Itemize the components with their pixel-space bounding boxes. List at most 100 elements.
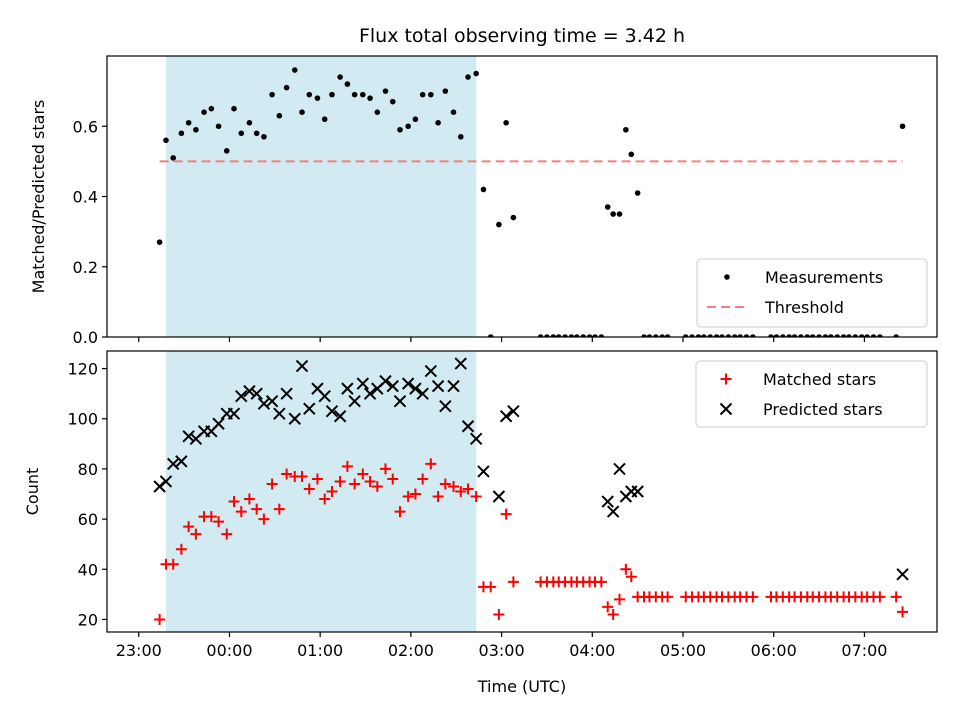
measurement-point — [201, 109, 207, 115]
measurement-point — [809, 334, 816, 337]
measurement-point — [604, 204, 611, 210]
predicted-point — [477, 465, 490, 478]
matched-point — [462, 483, 474, 495]
matched-point — [747, 591, 759, 603]
measurement-point — [804, 334, 811, 337]
predicted-point — [265, 394, 279, 408]
matched-point — [326, 486, 338, 497]
legend-label-threshold: Threshold — [764, 298, 844, 317]
y-tick-label: 100 — [67, 410, 98, 429]
measurement-point — [170, 155, 177, 161]
measurement-point — [374, 109, 381, 115]
y-axis-label: Matched/Predicted stars — [29, 100, 48, 294]
measurement-point — [457, 133, 464, 140]
measurement-point — [261, 133, 267, 140]
matched-point — [303, 483, 315, 495]
measurement-point — [701, 334, 707, 337]
measurement-point — [238, 130, 245, 137]
series-measurements — [156, 67, 906, 337]
y-tick-label: 60 — [78, 510, 98, 529]
predicted-point — [295, 359, 309, 373]
measurement-point — [852, 334, 859, 337]
matched-point — [175, 543, 187, 555]
measurement-point — [246, 119, 253, 126]
matched-point — [251, 503, 263, 515]
matched-point — [228, 496, 240, 508]
x-tick-label: 07:00 — [841, 641, 887, 660]
measurement-point — [586, 334, 593, 337]
measurement-point — [163, 137, 169, 144]
measurement-point — [689, 334, 695, 337]
measurement-point — [750, 334, 756, 337]
measurement-point — [555, 334, 562, 337]
predicted-point — [613, 462, 626, 476]
measurement-point — [822, 334, 829, 337]
predicted-point — [273, 407, 286, 420]
measurement-point — [743, 334, 750, 337]
predicted-point — [469, 432, 483, 446]
predicted-point — [303, 402, 316, 415]
matched-point — [500, 508, 512, 520]
measurement-point — [480, 186, 487, 193]
predicted-point — [257, 397, 271, 410]
y-tick-label: 20 — [78, 610, 98, 629]
predicted-point — [341, 382, 354, 395]
matched-point — [897, 606, 909, 618]
predicted-point — [507, 405, 520, 418]
series-predicted-stars — [153, 357, 909, 581]
legend-predicted-marker — [719, 402, 733, 416]
measurement-point — [329, 91, 335, 98]
matched-point — [662, 591, 674, 603]
x-tick-label: 02:00 — [388, 641, 434, 660]
measurement-point — [707, 334, 714, 337]
chart-title: Flux total observing time = 3.42 h — [359, 25, 685, 47]
matched-point — [379, 463, 391, 475]
measurement-point — [269, 91, 275, 98]
measurement-point — [592, 334, 598, 337]
measurement-point — [276, 112, 283, 119]
measurement-point — [412, 116, 419, 123]
matched-point — [507, 576, 519, 588]
bottom-panel: 20 40 60 80 100 120 23:00 00:00 01:00 02:00 03:00 0… — [23, 350, 938, 696]
measurement-point — [283, 84, 290, 91]
predicted-point — [318, 389, 331, 403]
matched-point — [357, 468, 369, 480]
measurement-point — [442, 88, 449, 94]
matched-point — [874, 591, 886, 603]
predicted-point — [896, 568, 909, 581]
measurement-point — [659, 334, 665, 337]
measurement-point — [737, 334, 743, 337]
matched-point — [455, 486, 467, 497]
y-tick-label: 40 — [78, 560, 98, 579]
predicted-point — [348, 394, 361, 408]
measurement-point — [768, 334, 774, 337]
predicted-point — [363, 387, 377, 400]
predicted-point — [461, 420, 475, 433]
measurement-point — [816, 334, 822, 337]
measurement-point — [389, 98, 396, 105]
legend-box — [695, 360, 928, 428]
legend: Measurements Threshold — [696, 258, 928, 328]
legend-box — [696, 258, 928, 328]
predicted-point — [325, 405, 339, 418]
measurement-point — [828, 334, 834, 337]
y-tick-label: 0.4 — [73, 188, 98, 207]
matched-point — [243, 493, 255, 505]
measurement-point — [616, 211, 623, 217]
matched-point — [281, 468, 293, 480]
matched-point — [258, 513, 270, 525]
measurement-point — [550, 334, 557, 337]
measurement-point — [725, 334, 732, 337]
predicted-point — [333, 410, 347, 423]
legend: Matched stars Predicted stars — [695, 360, 928, 428]
matched-point — [425, 458, 437, 470]
measurement-point — [496, 221, 502, 228]
predicted-point — [606, 505, 620, 518]
predicted-point — [386, 379, 399, 393]
predicted-point — [631, 485, 644, 498]
x-tick-label: 06:00 — [751, 641, 797, 660]
matched-point — [417, 473, 429, 485]
measurement-point — [610, 211, 616, 217]
